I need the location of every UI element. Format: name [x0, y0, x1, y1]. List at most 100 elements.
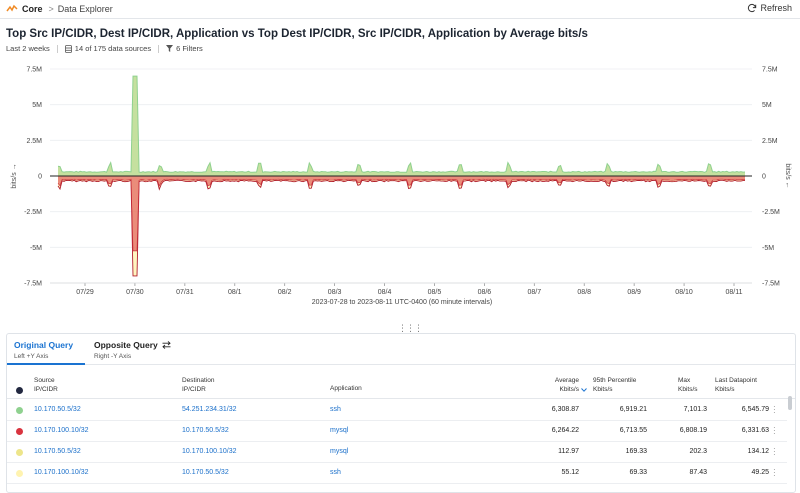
y-tick-label-right: 0 — [762, 174, 766, 181]
cell-destination[interactable]: 10.170.50.5/32 — [182, 469, 229, 476]
cell-source[interactable]: 10.170.100.10/32 — [34, 469, 89, 476]
series-area-mysql-out — [58, 76, 745, 176]
series-color-dot[interactable] — [16, 407, 23, 414]
time-range[interactable]: Last 2 weeks — [6, 44, 50, 53]
x-tick-label: 08/2 — [278, 289, 292, 296]
row-menu-icon[interactable]: · · · — [773, 444, 776, 459]
legend-header-dot[interactable] — [16, 387, 23, 394]
filters-count[interactable]: 6 Filters — [176, 44, 203, 53]
y-tick-label-left: 5M — [32, 102, 42, 109]
cell-last: 49.25 — [751, 469, 769, 476]
x-tick-label: 08/10 — [675, 289, 693, 296]
table-row[interactable]: 10.170.50.5/32 54.251.234.31/32 ssh 6,308.8… — [7, 400, 787, 421]
y-tick-label-left: 0 — [38, 174, 42, 181]
row-menu-icon[interactable]: · · · — [773, 423, 776, 438]
table-row[interactable]: 10.170.50.5/32 10.170.100.10/32 mysql 112.9… — [7, 442, 787, 463]
resize-handle[interactable]: ⋮⋮⋮ — [398, 323, 423, 333]
cell-p95: 169.33 — [625, 448, 647, 455]
cell-source[interactable]: 10.170.50.5/32 — [34, 448, 81, 455]
x-tick-label: 08/11 — [726, 289, 743, 296]
swap-icon — [162, 341, 171, 349]
results-panel: Original Query Left +Y Axis Opposite Que… — [6, 333, 796, 493]
data-sources[interactable]: 14 of 175 data sources — [74, 44, 152, 53]
cell-p95: 6,919.21 — [619, 406, 647, 413]
series-color-dot[interactable] — [16, 470, 23, 477]
cell-average: 112.97 — [558, 448, 579, 455]
column-header-p95[interactable]: 95th Percentile Kbits/s — [593, 377, 653, 394]
x-tick-label: 07/29 — [76, 289, 94, 296]
cell-destination[interactable]: 10.170.50.5/32 — [182, 427, 229, 434]
y-tick-label-left: 2.5M — [26, 138, 42, 145]
column-header-last[interactable]: Last Datapoint Kbits/s — [715, 377, 771, 394]
y-tick-label-left: -5M — [30, 245, 42, 252]
series-area-mysql-in — [58, 176, 745, 251]
cell-destination[interactable]: 54.251.234.31/32 — [182, 406, 237, 413]
page-title: Top Src IP/CIDR, Dest IP/CIDR, Applicati… — [6, 28, 588, 40]
bits-chart: 7.5M 7.5M 5M 5M 2.5M 2.5M 0 0 -2.5M -2.5M -5M -5M -7… — [11, 67, 791, 307]
x-tick-label: 08/8 — [577, 289, 591, 296]
query-meta: Last 2 weeks 14 of 175 data sources 6 Fi… — [6, 44, 203, 53]
series-area-ssh-out — [58, 76, 745, 176]
core-logo-icon — [6, 4, 18, 12]
top-bar: Core > Data Explorer Refresh — [0, 0, 800, 19]
y-tick-label-left: -7.5M — [24, 281, 42, 288]
y-axis-label-right: bits/s ← — [784, 163, 791, 188]
column-header-average[interactable]: Average Kbits/s — [527, 377, 587, 394]
tab-original-label: Original Query — [14, 340, 74, 350]
column-header-p95-label: 95th Percentile Kbits/s — [593, 377, 637, 393]
active-tab-indicator — [7, 363, 85, 365]
tab-opposite-query[interactable]: Opposite Query Right -Y Axis — [94, 340, 171, 360]
x-tick-label: 08/3 — [328, 289, 342, 296]
column-header-application[interactable]: Application — [330, 385, 390, 394]
table-scrollbar[interactable] — [788, 396, 792, 410]
cell-application[interactable]: mysql — [330, 448, 349, 455]
x-tick-label: 07/31 — [176, 289, 194, 296]
column-header-source-label: Source IP/CIDR — [34, 377, 58, 393]
table-row[interactable]: 10.170.100.10/32 10.170.50.5/32 mysql 6,264… — [7, 421, 787, 442]
y-tick-label-left: -2.5M — [24, 209, 42, 216]
refresh-icon — [748, 3, 757, 13]
cell-max: 202.3 — [689, 448, 707, 455]
series-area-ssh-in — [58, 176, 745, 276]
cell-p95: 69.33 — [629, 469, 647, 476]
cell-source[interactable]: 10.170.50.5/32 — [34, 406, 81, 413]
column-header-source[interactable]: Source IP/CIDR — [34, 377, 94, 394]
tab-original-query[interactable]: Original Query Left +Y Axis — [14, 340, 73, 360]
series-line-ssh-out — [57, 75, 746, 173]
column-header-last-label: Last Datapoint Kbits/s — [715, 377, 757, 393]
cell-source[interactable]: 10.170.100.10/32 — [34, 427, 89, 434]
refresh-label: Refresh — [760, 3, 792, 13]
series-line-mysql-in-inner — [57, 178, 745, 252]
y-tick-label-left: 7.5M — [26, 67, 42, 74]
tab-opposite-label: Opposite Query — [94, 340, 158, 350]
table-row[interactable]: 10.170.100.10/32 10.170.50.5/32 ssh 55.12 69… — [7, 463, 787, 484]
row-menu-icon[interactable]: · · · — [773, 465, 776, 480]
breadcrumb-core[interactable]: Core — [22, 4, 43, 14]
cell-application[interactable]: mysql — [330, 427, 349, 434]
column-header-destination-label: Destination IP/CIDR — [182, 377, 215, 393]
cell-application[interactable]: ssh — [330, 469, 341, 476]
meta-divider — [56, 44, 58, 53]
y-tick-label-right: 2.5M — [762, 138, 778, 145]
breadcrumb-page: Data Explorer — [57, 4, 113, 14]
chart-axes: 7.5M 7.5M 5M 5M 2.5M 2.5M 0 0 -2.5M -2.5M -5M -5M -7… — [24, 67, 780, 297]
column-header-average-label: Average Kbits/s — [554, 377, 579, 393]
x-tick-label: 08/1 — [228, 289, 242, 296]
series-color-dot[interactable] — [16, 449, 23, 456]
series-line-mysql-in — [57, 179, 745, 277]
cell-application[interactable]: ssh — [330, 406, 341, 413]
cell-average: 6,264.22 — [551, 427, 579, 434]
refresh-button[interactable]: Refresh — [747, 3, 792, 13]
tab-opposite-sub: Right -Y Axis — [94, 353, 132, 360]
query-tabs: Original Query Left +Y Axis Opposite Que… — [7, 334, 795, 365]
row-menu-icon[interactable]: · · · — [773, 402, 776, 417]
cell-destination[interactable]: 10.170.100.10/32 — [182, 448, 237, 455]
x-tick-label: 08/4 — [378, 289, 392, 296]
y-tick-label-right: 5M — [762, 102, 772, 109]
cell-p95: 6,713.55 — [619, 427, 647, 434]
column-header-max[interactable]: Max Kbits/s — [678, 377, 718, 394]
column-header-destination[interactable]: Destination IP/CIDR — [182, 377, 262, 394]
x-axis-label: 2023-07-28 to 2023-08-11 UTC-0400 (60 mi… — [312, 299, 492, 306]
series-color-dot[interactable] — [16, 428, 23, 435]
database-icon — [64, 44, 72, 53]
